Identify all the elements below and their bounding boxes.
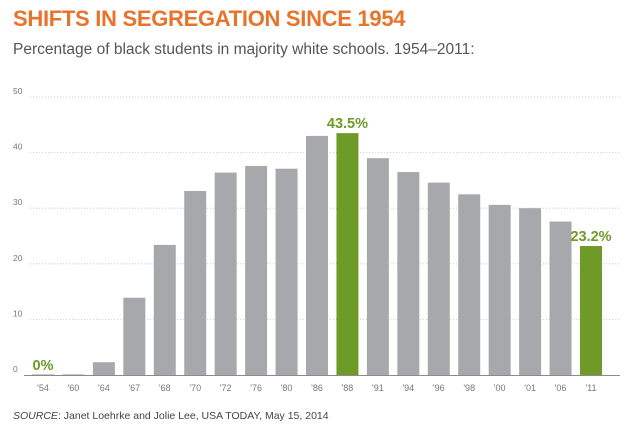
bar-67	[123, 297, 146, 375]
bar-91	[366, 158, 389, 375]
x-axis-labels: '54 '60 '64 '67 '68 '70 '72 '76 '80 '86 '88 '91 '94 '…	[37, 383, 596, 393]
y-tick-label: 10	[13, 308, 23, 318]
bar-11	[580, 246, 602, 375]
x-tick-label: '91	[372, 383, 384, 393]
x-tick-label: '98	[463, 383, 475, 393]
data-label: 0%	[33, 358, 54, 374]
x-tick-label: '70	[189, 383, 201, 393]
y-tick-label: 0	[13, 364, 18, 374]
x-tick-label: '01	[524, 383, 536, 393]
x-tick-label: '80	[281, 383, 293, 393]
x-tick-label: '60	[68, 383, 80, 393]
bar-01	[519, 208, 542, 375]
chart-title: SHIFTS IN SEGREGATION SINCE 1954	[13, 6, 406, 31]
x-tick-label: '11	[585, 383, 596, 393]
y-tick-label: 40	[13, 142, 23, 152]
bar-88	[336, 133, 359, 375]
bar-96	[427, 182, 450, 375]
bar-80	[275, 168, 298, 375]
y-tick-label: 50	[13, 86, 23, 96]
y-axis-ticks: 0 10 20 30 40 50	[13, 86, 23, 374]
bar-76	[245, 165, 268, 375]
x-tick-label: '54	[37, 383, 49, 393]
data-labels: 0% 43.5% 23.2%	[33, 116, 612, 374]
x-tick-label: '00	[494, 383, 506, 393]
bar-54	[32, 374, 54, 375]
data-label: 43.5%	[327, 116, 368, 132]
x-tick-label: '96	[433, 383, 445, 393]
x-tick-label: '94	[402, 383, 414, 393]
x-tick-label: '86	[311, 383, 323, 393]
bar-00	[488, 204, 511, 375]
x-tick-label: '68	[159, 383, 171, 393]
x-tick-label: '06	[555, 383, 567, 393]
bar-98	[458, 194, 481, 375]
x-tick-label: '76	[250, 383, 262, 393]
bar-70	[184, 190, 207, 375]
bar-94	[397, 172, 420, 375]
x-tick-label: '72	[220, 383, 232, 393]
data-label: 23.2%	[570, 229, 611, 245]
bar-72	[214, 172, 237, 375]
bar-06	[549, 221, 572, 375]
y-tick-label: 20	[13, 253, 23, 263]
source-text: : Janet Loehrke and Jolie Lee, USA TODAY…	[57, 410, 329, 422]
x-tick-label: '64	[98, 383, 110, 393]
source-label: SOURCE	[13, 410, 58, 422]
bar-60	[62, 374, 85, 375]
x-tick-label: '67	[128, 383, 140, 393]
bars	[32, 133, 602, 375]
y-tick-label: 30	[13, 197, 23, 207]
bar-86	[306, 135, 328, 375]
x-tick-label: '88	[342, 383, 354, 393]
bar-64	[92, 362, 115, 375]
bar-68	[153, 244, 176, 375]
chart-subtitle: Percentage of black students in majority…	[13, 41, 475, 58]
source-note: SOURCE: Janet Loehrke and Jolie Lee, USA…	[13, 410, 329, 422]
